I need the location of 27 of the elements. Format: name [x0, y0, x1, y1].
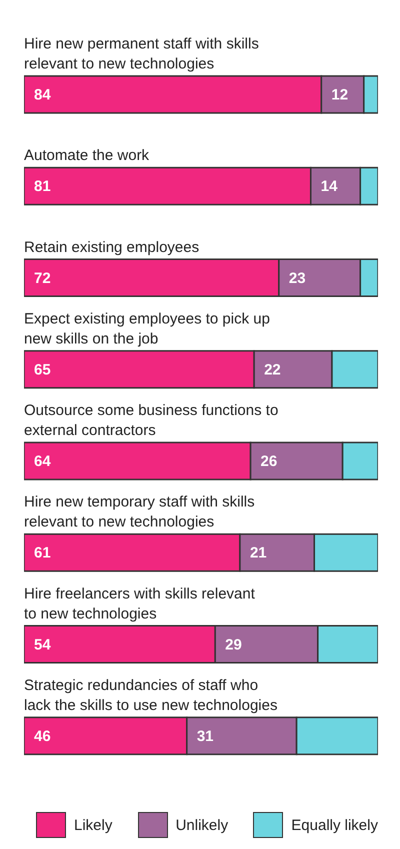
- y-tick-label: Outsource some business functions to external contractors: [24, 402, 278, 439]
- data-label: 29: [225, 636, 242, 654]
- legend-label: Likely: [74, 816, 112, 834]
- y-tick-label: Hire new permanent staff with skills relevant to new technologies: [24, 36, 259, 72]
- data-label: 84: [34, 86, 52, 104]
- data-label: 23: [288, 270, 306, 287]
- data-label: 46: [34, 728, 51, 745]
- y-tick-label: Hire new temporary staff with skills relevant to new technologies: [24, 494, 255, 531]
- data-label: 61: [34, 544, 51, 562]
- y-tick-label: Expect existing employees to pick up new skills on the job: [24, 310, 270, 348]
- y-tick-label: Automate the work: [24, 147, 150, 164]
- data-label: 31: [196, 728, 214, 745]
- data-label: 26: [260, 453, 278, 470]
- data-label: 81: [34, 178, 51, 196]
- data-label: 12: [331, 86, 348, 104]
- y-tick-label: Strategic redundancies of staff who lack the skills to use new technologies: [24, 676, 278, 714]
- legend-label: Equally likely: [291, 816, 378, 834]
- data-label: 54: [34, 636, 52, 654]
- data-label: 72: [34, 270, 51, 287]
- legend-label: Unlikely: [176, 816, 228, 834]
- data-label: 21: [250, 544, 267, 562]
- data-label: 64: [34, 453, 52, 470]
- data-label: 22: [264, 361, 281, 378]
- data-label: 14: [320, 178, 338, 196]
- y-tick-label: Hire freelancers with skills relevant to new technologies: [24, 585, 256, 622]
- y-tick-label: Retain existing employees: [24, 238, 200, 256]
- data-label: 65: [34, 361, 51, 378]
